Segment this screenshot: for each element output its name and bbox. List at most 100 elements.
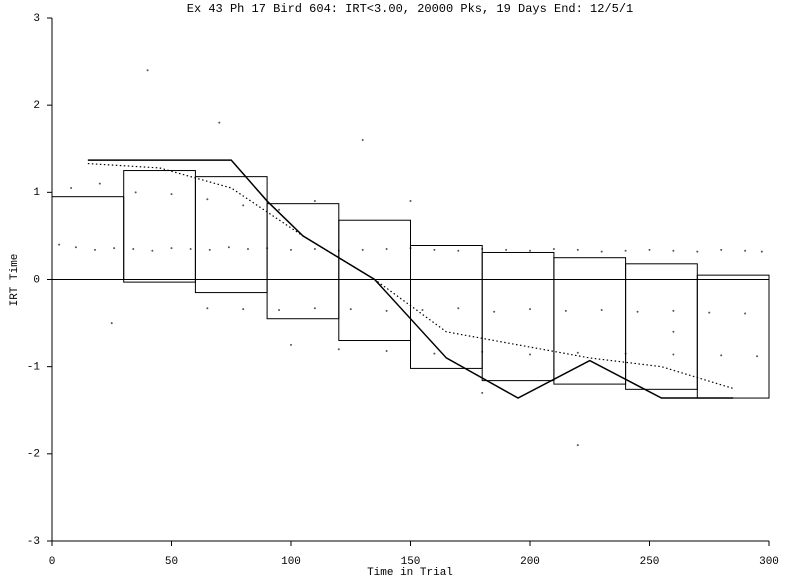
point xyxy=(433,352,436,355)
point xyxy=(132,247,135,250)
point xyxy=(457,307,460,310)
point xyxy=(278,309,281,312)
point xyxy=(206,198,209,201)
point xyxy=(744,312,747,315)
point xyxy=(206,307,209,310)
point xyxy=(313,200,316,203)
point xyxy=(290,248,292,251)
point xyxy=(337,348,340,351)
point xyxy=(134,191,137,194)
box xyxy=(625,263,698,390)
point xyxy=(361,248,364,251)
point xyxy=(246,247,249,250)
box xyxy=(123,170,196,283)
x-tick-label: 250 xyxy=(640,556,660,568)
trend-line xyxy=(87,162,734,390)
box xyxy=(51,196,125,280)
box xyxy=(194,176,268,294)
point xyxy=(457,249,460,252)
x-axis-label: Time in Trial xyxy=(367,567,453,579)
point xyxy=(708,311,711,314)
y-tick-label: 2 xyxy=(33,100,40,112)
point xyxy=(146,69,149,72)
point xyxy=(113,247,116,250)
point xyxy=(756,355,759,358)
point xyxy=(760,250,763,253)
point xyxy=(361,139,364,142)
y-tick-label: -1 xyxy=(27,362,41,374)
point xyxy=(744,249,747,252)
point xyxy=(242,308,245,311)
point xyxy=(74,246,77,249)
point xyxy=(349,308,352,311)
point xyxy=(624,249,627,252)
point xyxy=(529,308,531,311)
box xyxy=(696,274,770,399)
box xyxy=(410,245,483,369)
point xyxy=(58,243,61,246)
point xyxy=(290,343,292,346)
point xyxy=(720,248,723,251)
point xyxy=(409,200,412,203)
point xyxy=(421,309,424,312)
point xyxy=(170,247,173,250)
x-tick-label: 150 xyxy=(401,556,421,568)
point xyxy=(564,309,567,312)
point xyxy=(576,248,579,251)
trend-line xyxy=(87,159,734,399)
point xyxy=(576,351,579,354)
x-tick-label: 0 xyxy=(49,556,56,568)
point xyxy=(696,250,699,253)
point xyxy=(600,250,603,253)
x-tick-label: 50 xyxy=(165,556,178,568)
point xyxy=(170,193,173,196)
point xyxy=(672,353,675,356)
point xyxy=(672,309,675,312)
point xyxy=(278,208,281,211)
box xyxy=(553,257,627,385)
point xyxy=(481,391,484,394)
y-tick-label: -2 xyxy=(27,449,40,461)
point xyxy=(70,186,73,189)
y-tick-label: 0 xyxy=(33,274,40,286)
point xyxy=(636,310,639,313)
point xyxy=(313,247,316,250)
y-tick-label: 1 xyxy=(33,187,40,199)
point xyxy=(385,247,388,250)
point xyxy=(720,354,723,357)
point xyxy=(672,249,675,252)
x-tick-label: 300 xyxy=(759,556,779,568)
y-tick-label: 3 xyxy=(33,13,40,25)
point xyxy=(505,248,508,251)
point xyxy=(94,248,97,251)
point xyxy=(385,349,388,352)
point xyxy=(242,204,245,207)
point xyxy=(493,310,496,313)
box xyxy=(266,203,340,320)
point xyxy=(208,248,211,251)
point xyxy=(576,444,579,447)
point xyxy=(529,353,531,356)
point xyxy=(672,330,675,333)
point xyxy=(227,246,230,249)
box xyxy=(481,251,555,382)
x-tick-label: 200 xyxy=(520,556,540,568)
point xyxy=(433,248,436,251)
point xyxy=(648,248,651,251)
point xyxy=(552,247,555,250)
y-tick-label: -3 xyxy=(27,536,40,548)
y-axis-label: IRT Time xyxy=(9,254,21,307)
point xyxy=(529,249,531,252)
point xyxy=(189,247,192,250)
point xyxy=(385,309,388,312)
point xyxy=(600,309,603,312)
x-tick-label: 100 xyxy=(281,556,301,568)
point xyxy=(313,307,316,310)
point xyxy=(218,121,221,124)
point xyxy=(151,249,154,252)
point xyxy=(110,322,113,325)
chart-title: Ex 43 Ph 17 Bird 604: IRT<3.00, 20000 Pk… xyxy=(187,2,633,16)
point xyxy=(98,182,101,185)
